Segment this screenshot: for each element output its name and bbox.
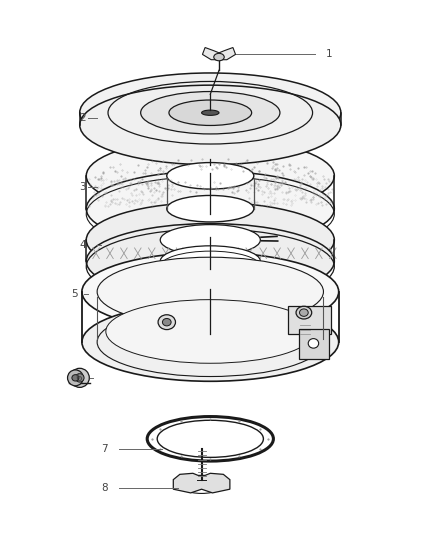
Ellipse shape (72, 375, 79, 381)
Ellipse shape (97, 308, 323, 376)
Ellipse shape (160, 246, 260, 277)
Ellipse shape (158, 315, 176, 329)
Polygon shape (202, 47, 236, 60)
Ellipse shape (67, 370, 83, 386)
FancyBboxPatch shape (288, 306, 331, 334)
Ellipse shape (86, 138, 334, 214)
Text: 7: 7 (101, 445, 108, 455)
Ellipse shape (106, 300, 315, 364)
Text: 3: 3 (80, 182, 86, 192)
Ellipse shape (296, 306, 312, 319)
Ellipse shape (70, 368, 89, 387)
Text: 5: 5 (71, 289, 78, 300)
Ellipse shape (97, 257, 323, 326)
Ellipse shape (300, 309, 308, 317)
Text: 1: 1 (325, 50, 332, 59)
Ellipse shape (167, 196, 254, 222)
Ellipse shape (86, 171, 334, 246)
Ellipse shape (141, 92, 280, 134)
Polygon shape (173, 473, 230, 493)
Ellipse shape (162, 318, 171, 326)
Ellipse shape (160, 224, 260, 255)
Text: 6: 6 (75, 373, 82, 383)
Ellipse shape (201, 110, 219, 115)
Ellipse shape (308, 338, 319, 348)
Ellipse shape (157, 420, 263, 457)
Text: 2: 2 (80, 113, 86, 123)
Ellipse shape (169, 100, 252, 125)
FancyBboxPatch shape (299, 329, 328, 359)
Text: 4: 4 (80, 240, 86, 251)
Ellipse shape (80, 73, 341, 152)
Ellipse shape (75, 374, 84, 382)
Ellipse shape (86, 223, 334, 299)
Ellipse shape (82, 253, 339, 331)
Text: 8: 8 (101, 483, 108, 493)
Ellipse shape (167, 163, 254, 189)
Ellipse shape (80, 85, 341, 165)
Ellipse shape (82, 303, 339, 381)
Ellipse shape (214, 53, 224, 61)
Ellipse shape (86, 203, 334, 278)
